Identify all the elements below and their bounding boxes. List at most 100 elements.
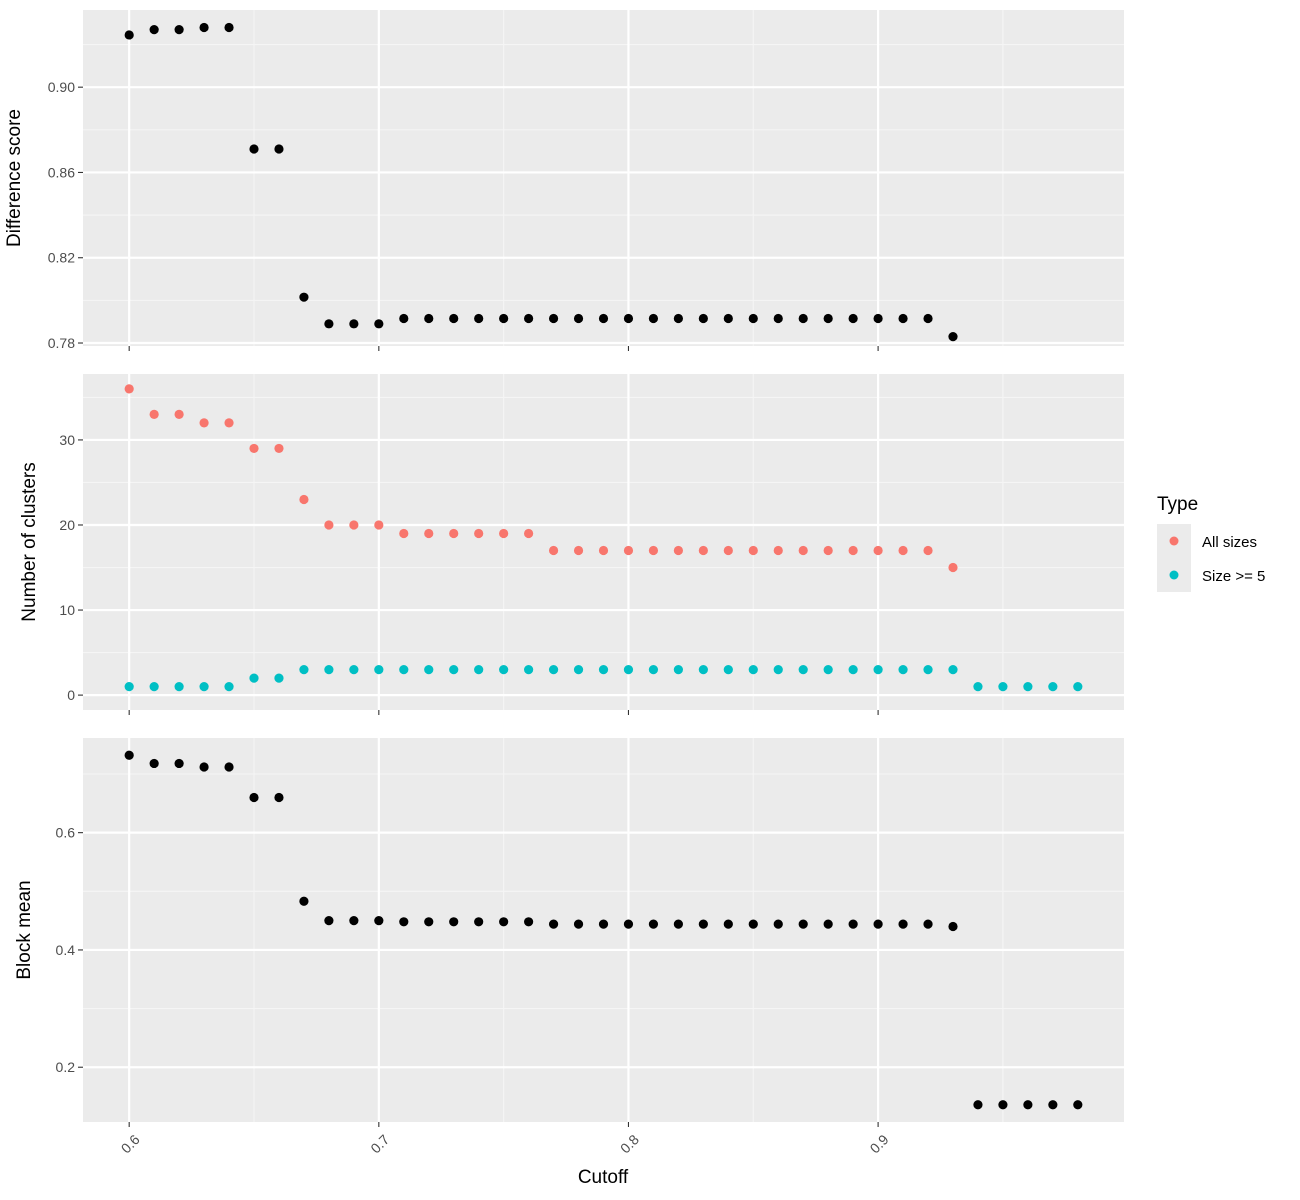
data-point (1073, 682, 1083, 692)
x-tick-label: 0.9 (867, 1131, 892, 1156)
data-point (324, 916, 334, 926)
data-point (773, 545, 783, 556)
data-point (274, 673, 284, 683)
series-points (124, 750, 1083, 1110)
data-point (923, 664, 933, 675)
data-point (923, 919, 933, 929)
data-point (698, 545, 708, 556)
legend-label-size-ge5: Size >= 5 (1202, 568, 1265, 585)
data-point (224, 22, 234, 33)
data-point (798, 313, 808, 324)
data-point (299, 494, 309, 505)
data-point (374, 319, 384, 329)
data-point (973, 1100, 983, 1110)
data-point (898, 313, 908, 324)
y-axis-title: Number of clusters (19, 462, 40, 621)
data-point (524, 313, 534, 324)
data-point (1048, 682, 1058, 692)
data-point (973, 682, 983, 692)
data-point (648, 919, 659, 929)
data-point (1048, 1100, 1058, 1110)
data-point (873, 545, 883, 556)
data-point (648, 313, 659, 324)
data-point (374, 520, 384, 530)
data-point (499, 528, 509, 539)
data-point (124, 384, 134, 394)
data-point (149, 25, 159, 35)
data-point (349, 916, 359, 926)
data-point (698, 919, 708, 929)
data-point (399, 313, 409, 324)
data-point (199, 418, 209, 428)
data-point (324, 520, 334, 530)
data-point (548, 664, 559, 675)
data-point (698, 313, 708, 324)
data-point (898, 919, 908, 929)
data-point (948, 332, 958, 342)
data-point (723, 313, 733, 324)
data-point (748, 545, 758, 556)
data-point (249, 443, 259, 454)
x-tick-label: 0.6 (118, 1131, 143, 1156)
data-point (673, 664, 683, 675)
series-points (124, 22, 958, 342)
y-tick-label: 0 (67, 687, 75, 703)
data-point (848, 545, 858, 556)
data-point (548, 545, 559, 556)
data-point (723, 919, 733, 929)
facet-panels: 0.78 0.82 0.86 0.90 Difference score 0 10 20 30 N… (4, 10, 1124, 1127)
data-point (524, 664, 534, 675)
data-point (948, 921, 958, 932)
y-tick-label: 30 (59, 432, 75, 448)
data-point (773, 664, 783, 675)
data-point (898, 545, 908, 556)
data-point (998, 1100, 1008, 1110)
data-point (424, 664, 434, 675)
data-point (673, 545, 683, 556)
data-point (748, 919, 758, 929)
data-point (823, 664, 833, 675)
y-tick-label: 0.90 (48, 79, 75, 95)
data-point (723, 545, 733, 556)
data-point (449, 528, 459, 539)
data-point (199, 682, 209, 692)
data-point (648, 545, 659, 556)
data-point (798, 664, 808, 675)
data-point (399, 664, 409, 675)
x-axis: 0.6 0.7 0.8 0.9 (118, 1131, 892, 1156)
data-point (499, 917, 509, 927)
data-point (848, 664, 858, 675)
data-point (299, 292, 309, 302)
data-point (948, 562, 958, 573)
data-point (773, 919, 783, 929)
data-point (548, 313, 559, 324)
data-point (623, 313, 634, 324)
data-point (449, 313, 459, 324)
data-point (524, 917, 534, 927)
data-point (723, 664, 733, 675)
data-point (424, 528, 434, 539)
data-point (873, 919, 883, 929)
data-point (798, 545, 808, 556)
data-point (424, 313, 434, 324)
data-point (748, 313, 758, 324)
data-point (598, 664, 609, 675)
y-tick-label: 0.2 (56, 1059, 76, 1075)
data-point (224, 682, 234, 692)
data-point (573, 664, 584, 675)
data-point (174, 409, 184, 420)
panel-background (83, 10, 1124, 346)
data-point (199, 22, 209, 33)
panel-background (83, 374, 1124, 710)
panel-background (83, 738, 1124, 1122)
data-point (823, 545, 833, 556)
data-point (773, 313, 783, 324)
data-point (374, 664, 384, 675)
data-point (374, 916, 384, 926)
data-point (923, 313, 933, 324)
y-tick-label: 10 (59, 602, 75, 618)
data-point (748, 664, 758, 675)
y-tick-label: 0.6 (56, 825, 76, 841)
y-axis-title: Block mean (14, 880, 35, 979)
series-all-sizes (124, 384, 958, 573)
